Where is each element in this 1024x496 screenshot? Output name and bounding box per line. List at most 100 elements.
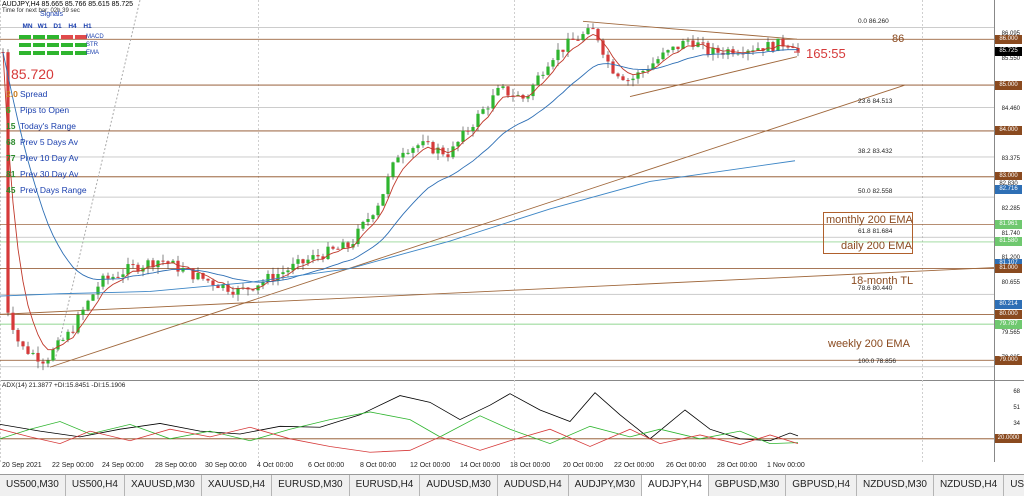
chart-tab[interactable]: AUDJPY,H4: [642, 475, 709, 496]
price-axis-label: 85.725: [995, 47, 1022, 57]
candle-body: [146, 260, 150, 268]
candle-body: [16, 329, 20, 342]
candle-body: [626, 80, 630, 82]
stat-label: Prev 10 Day Av: [20, 153, 79, 163]
candle-body: [756, 48, 760, 51]
candle-body: [41, 361, 45, 364]
chart-tab[interactable]: GBPUSD,H4: [786, 475, 858, 496]
stat-row: 2.0 Spread: [6, 89, 87, 105]
chart-tab[interactable]: AUDUSD,H4: [498, 475, 569, 496]
price-axis-label: 81.107: [995, 259, 1022, 269]
candle-body: [381, 194, 385, 206]
adx-tick: 34: [1013, 421, 1020, 428]
indicator-label: MACD: [86, 34, 104, 40]
candle-body: [236, 288, 240, 295]
stat-value: 2.0: [6, 89, 18, 99]
chart-tab[interactable]: NZDUSD,M30: [857, 475, 934, 496]
stat-row: 45 Prev Days Range: [6, 185, 87, 201]
chart-tab[interactable]: USDJPY,M15: [1004, 475, 1024, 496]
price-tick: 79.565: [1001, 330, 1020, 337]
annotation-daily-ema: daily 200 EMA: [841, 240, 912, 252]
candle-body: [571, 38, 575, 40]
chart-tab[interactable]: XAUUSD,M30: [125, 475, 202, 496]
chart-tab[interactable]: EURUSD,M30: [272, 475, 350, 496]
candle-body: [556, 49, 560, 61]
chart-tab[interactable]: US500,M30: [0, 475, 66, 496]
candle-body: [551, 60, 555, 67]
candle-body: [451, 146, 455, 158]
candle-body: [686, 40, 690, 42]
candle-body: [116, 276, 120, 278]
candle-body: [226, 284, 230, 292]
chart-tab[interactable]: NZDUSD,H4: [934, 475, 1005, 496]
price-axis-label: 82.830: [995, 180, 1022, 190]
signals-timeframes: MN W1 D1 H4 H1: [20, 23, 95, 30]
candle-body: [266, 273, 270, 282]
candle-body: [251, 289, 255, 291]
tf-label: MN: [22, 23, 33, 30]
price-axis-label: 83.000: [995, 172, 1022, 182]
price-chart-pane[interactable]: [0, 0, 1024, 380]
candle-body: [296, 259, 300, 264]
candle-body: [6, 52, 10, 313]
candle-body: [561, 49, 565, 52]
candle-body: [496, 87, 500, 96]
ema-box: [823, 212, 913, 254]
candle-body: [21, 341, 25, 347]
candle-body: [356, 228, 360, 245]
stat-label: Spread: [20, 89, 48, 99]
candle-body: [71, 331, 75, 333]
candle-body: [101, 275, 105, 287]
stat-value: 77: [6, 153, 16, 163]
candle-body: [261, 281, 265, 286]
trendline-rising: [49, 84, 906, 368]
time-label: 18 Oct 00:00: [510, 462, 551, 469]
stat-label: Pips to Open: [20, 105, 70, 115]
fib-label: 100.0 78.856: [858, 357, 896, 365]
candle-body: [411, 148, 415, 153]
stat-row: 6 Pips to Open: [6, 105, 87, 121]
time-label: 28 Oct 00:00: [717, 462, 758, 469]
candle-body: [591, 28, 595, 30]
price-axis-label: 85.000: [995, 80, 1022, 90]
chart-tab[interactable]: AUDUSD,M30: [420, 475, 498, 496]
adx-pane[interactable]: [0, 380, 1024, 462]
stat-row: 81 Prev 30 Day Av: [6, 169, 87, 185]
candle-body: [26, 346, 30, 354]
chart-tab[interactable]: GBPUSD,M30: [709, 475, 787, 496]
chart-tab[interactable]: AUDJPY,M30: [569, 475, 643, 496]
chart-tab[interactable]: EURUSD,H4: [350, 475, 421, 496]
candle-body: [371, 215, 375, 220]
candle-body: [506, 86, 510, 96]
candle-body: [726, 49, 730, 55]
candle-body: [316, 255, 320, 257]
ema-long-line: [0, 160, 796, 297]
adx-title: ADX(14) 21.3877 +DI:15.8451 -DI:15.1906: [2, 382, 126, 389]
candle-body: [396, 157, 400, 163]
price-tick: 80.655: [1001, 280, 1020, 287]
candle-body: [761, 48, 765, 51]
stat-row: 68 Prev 5 Days Av: [6, 137, 87, 153]
candle-body: [56, 340, 60, 350]
chart-tab[interactable]: XAUUSD,H4: [202, 475, 273, 496]
candle-body: [526, 96, 530, 99]
candle-body: [491, 95, 495, 109]
candle-body: [751, 50, 755, 52]
candle-body: [606, 54, 610, 62]
candle-body: [121, 274, 125, 278]
current-price: 85.720: [11, 66, 54, 82]
candle-body: [286, 270, 290, 273]
price-tick: 81.740: [1001, 230, 1020, 237]
candle-body: [366, 219, 370, 222]
candle-body: [656, 59, 660, 64]
indicator-label: STR: [86, 42, 98, 48]
candle-body: [201, 272, 205, 279]
candle-body: [681, 40, 685, 50]
time-label: 22 Sep 00:00: [52, 462, 94, 469]
price-axis-label: 84.000: [995, 126, 1022, 136]
candle-body: [781, 38, 785, 47]
chart-tab[interactable]: US500,H4: [66, 475, 125, 496]
candle-body: [651, 63, 655, 70]
fib-label: 23.6 84.513: [858, 98, 893, 106]
